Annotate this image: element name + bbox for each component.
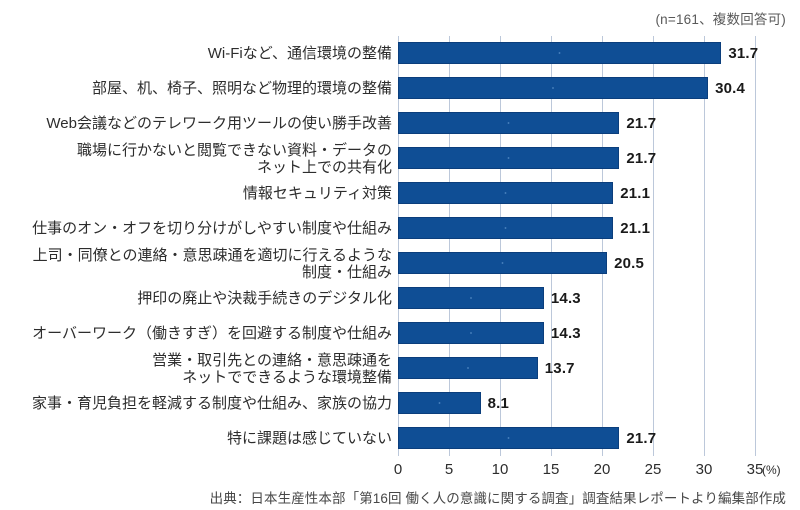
value-label: 30.4 [715, 80, 746, 97]
category-label: オーバーワーク（働きすぎ）を回避する制度や仕組み [32, 325, 392, 342]
category-label: 部屋、机、椅子、照明など物理的環境の整備 [91, 80, 392, 97]
gridline [551, 36, 552, 456]
x-tick-label: 20 [593, 461, 611, 478]
value-label: 14.3 [550, 325, 581, 342]
value-label: 31.7 [728, 45, 759, 62]
plot-area: 31.7 30.4 21.7 21.7 21.1 21.1 20.5 14.3 14.3 13.7… [398, 36, 759, 456]
bar [398, 42, 722, 64]
bar [398, 112, 620, 134]
value-label: 21.7 [626, 430, 657, 447]
gridline [755, 36, 756, 456]
value-label: 14.3 [550, 290, 581, 307]
x-tick-label: 25 [644, 461, 662, 478]
bar [398, 147, 620, 169]
bar [398, 252, 608, 274]
source-note: 出典：日本生産性本部「第16回 働く人の意識に関する調査」調査結果レポートより編… [209, 491, 786, 506]
category-label: 仕事のオン・オフを切り分けがしやすい制度や仕組み [32, 220, 392, 237]
bar [398, 427, 620, 449]
value-label: 13.7 [544, 360, 575, 377]
gridline [653, 36, 654, 456]
bar [398, 182, 614, 204]
category-label: 職場に行かないと閲覧できない資料・データの ネット上での共有化 [76, 141, 392, 176]
bar [398, 287, 544, 309]
category-label: 押印の廃止や決裁手続きのデジタル化 [137, 290, 392, 307]
gridline [500, 36, 501, 456]
category-label: 特に課題は感じていない [226, 430, 392, 447]
bar [398, 322, 544, 344]
bar [398, 357, 538, 379]
gridline [449, 36, 450, 456]
category-label: 上司・同僚との連絡・意思疎通を適切に行えるような 制度・仕組み [32, 246, 392, 281]
value-label: 21.1 [620, 220, 651, 237]
gridline [704, 36, 705, 456]
x-tick-label: 35 [746, 461, 764, 478]
category-label: 家事・育児負担を軽減する制度や仕組み、家族の協力 [31, 395, 392, 412]
gridline [398, 36, 399, 456]
x-tick-label: 10 [491, 461, 509, 478]
value-label: 21.7 [626, 115, 657, 132]
x-tick-label: 15 [542, 461, 560, 478]
x-axis-unit: (%) [762, 463, 781, 477]
sample-size-note: (n=161、複数回答可) [655, 12, 786, 27]
value-label: 8.1 [487, 395, 510, 412]
bar [398, 217, 614, 239]
bar [398, 392, 481, 414]
x-tick-label: 0 [393, 461, 403, 478]
value-label: 21.1 [620, 185, 651, 202]
value-label: 21.7 [626, 150, 657, 167]
bar [398, 77, 709, 99]
category-label: Web会議などのテレワーク用ツールの使い勝手改善 [46, 115, 392, 132]
x-axis: 0 5 10 15 20 25 30 35 (%) [394, 459, 798, 481]
x-tick-label: 5 [444, 461, 454, 478]
category-label: Wi-Fiなど、通信環境の整備 [207, 45, 392, 62]
value-label: 20.5 [614, 255, 645, 272]
category-label: 営業・取引先との連絡・意思疎通を ネットでできるような環境整備 [152, 351, 392, 386]
category-label: 情報セキュリティ対策 [242, 185, 392, 202]
x-tick-label: 30 [695, 461, 713, 478]
gridline [602, 36, 603, 456]
